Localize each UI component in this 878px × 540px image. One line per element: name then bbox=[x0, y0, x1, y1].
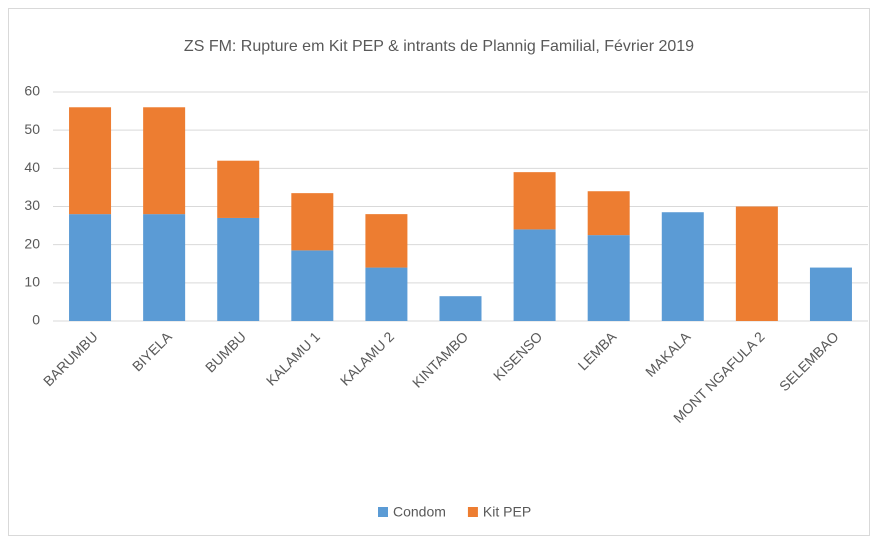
bar-segment bbox=[365, 267, 408, 321]
y-tick-label: 10 bbox=[24, 274, 40, 290]
bar-segment bbox=[513, 229, 556, 321]
bar-segment bbox=[143, 214, 186, 321]
bar-segment bbox=[661, 212, 704, 321]
bar-segment bbox=[809, 267, 852, 321]
bar-segment bbox=[69, 214, 112, 321]
legend-label: Condom bbox=[393, 504, 446, 520]
bar-segment bbox=[439, 296, 482, 321]
bar-segment bbox=[513, 172, 556, 230]
bar-segment bbox=[365, 214, 408, 268]
y-tick-label: 0 bbox=[32, 312, 40, 328]
bar-segment bbox=[69, 107, 112, 215]
bar-segment bbox=[587, 235, 630, 321]
bar-segment bbox=[291, 193, 334, 251]
bar-segment bbox=[291, 250, 334, 321]
bar-segment bbox=[217, 217, 260, 321]
legend-swatch bbox=[378, 507, 388, 517]
legend-swatch bbox=[467, 507, 478, 517]
chart-title: ZS FM: Rupture em Kit PEP & intrants de … bbox=[184, 38, 694, 55]
bar-segment bbox=[587, 191, 630, 236]
y-tick-label: 40 bbox=[24, 159, 40, 175]
bar-segment bbox=[735, 206, 778, 321]
bar-segment bbox=[143, 107, 186, 215]
legend-label: Kit PEP bbox=[483, 504, 531, 520]
y-tick-label: 50 bbox=[24, 121, 40, 137]
y-tick-label: 20 bbox=[24, 235, 40, 251]
y-tick-label: 60 bbox=[24, 83, 40, 99]
bar-segment bbox=[217, 160, 260, 218]
y-tick-label: 30 bbox=[24, 197, 40, 213]
